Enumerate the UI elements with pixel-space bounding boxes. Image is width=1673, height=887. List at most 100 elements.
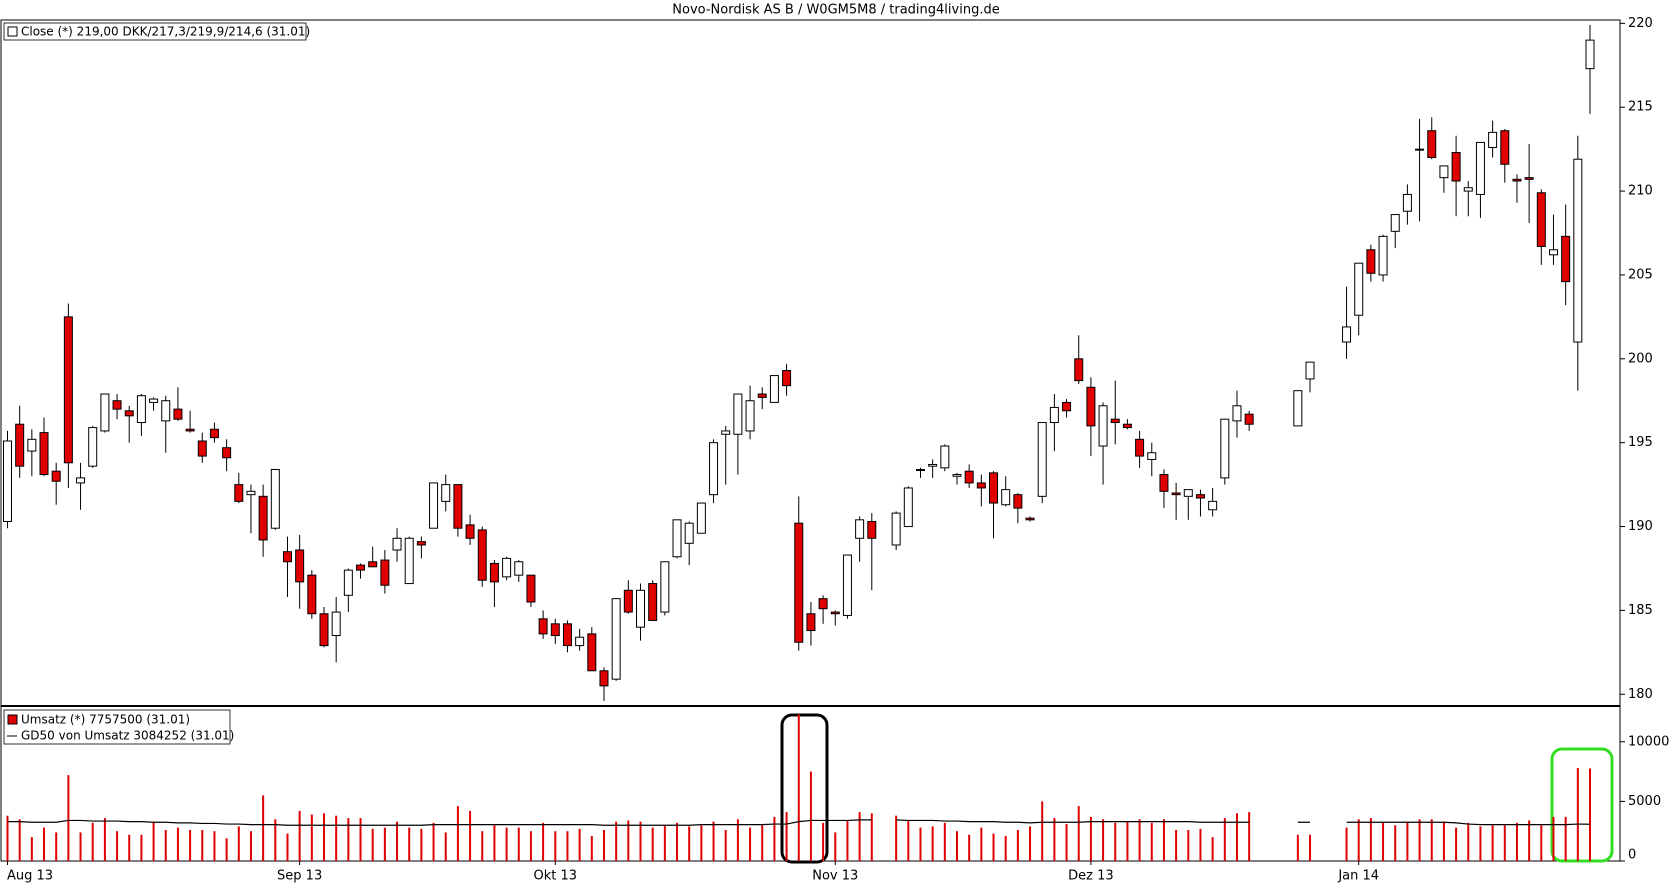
candle-body — [368, 561, 378, 568]
volume-bar — [870, 813, 873, 861]
candle-body — [976, 482, 986, 489]
candle-body — [197, 440, 207, 457]
candle-body — [100, 393, 110, 432]
candle-body — [587, 633, 597, 672]
volume-bar — [249, 831, 252, 861]
candle-body — [331, 611, 341, 637]
candle-body — [989, 472, 999, 504]
volume-bar — [128, 834, 131, 861]
x-tick-label: Aug 13 — [7, 869, 53, 884]
candle-body — [149, 398, 159, 403]
candle-body — [1183, 489, 1193, 497]
volume-bar — [1552, 816, 1555, 861]
volume-bar — [517, 827, 520, 861]
candle-body — [161, 400, 171, 422]
volume-bar — [651, 827, 654, 861]
candle-body — [1378, 235, 1388, 276]
volume-bar — [907, 820, 910, 861]
candle-body — [1366, 249, 1376, 274]
volume-bar — [639, 821, 642, 861]
candle-body — [489, 562, 499, 583]
highlight-box — [1550, 747, 1614, 863]
volume-bar — [992, 833, 995, 861]
volume-bar — [79, 832, 82, 861]
candle-body — [1354, 262, 1364, 316]
candle-body — [343, 569, 353, 596]
candle-body — [270, 469, 280, 529]
candle-body — [952, 474, 962, 477]
volume-bar — [566, 831, 569, 861]
volume-bar — [1248, 812, 1251, 861]
candle-body — [891, 512, 901, 546]
candle-body — [1500, 130, 1510, 165]
volume-bar — [55, 832, 58, 861]
volume-bar — [1576, 768, 1579, 861]
volume-bar — [1406, 821, 1409, 861]
volume-bar — [700, 825, 703, 861]
candle-body — [648, 583, 658, 621]
volume-bar — [663, 825, 666, 861]
volume-bar — [1162, 819, 1165, 861]
candle-body — [1232, 405, 1242, 422]
candle-body — [76, 477, 86, 484]
y-tick-label: 190 — [1628, 519, 1653, 534]
volume-bar — [1175, 830, 1178, 861]
candle-body — [940, 445, 950, 469]
candle-body — [1305, 361, 1315, 380]
volume-bar — [335, 815, 338, 861]
chart-title: Novo-Nordisk AS B / W0GM5M8 / trading4li… — [672, 3, 999, 18]
volume-bar — [1382, 822, 1385, 861]
y-tick-label: 185 — [1628, 603, 1653, 618]
volume-bar — [91, 822, 94, 861]
candle-body — [599, 670, 609, 687]
volume-bar — [493, 825, 496, 861]
volume-bar — [1479, 826, 1482, 861]
candle-body — [124, 410, 134, 417]
candle-body — [915, 469, 925, 472]
volume-bar — [1296, 834, 1299, 861]
candle-body — [15, 423, 25, 467]
candle-body — [1208, 500, 1218, 511]
candle-body — [1098, 405, 1108, 447]
volume-bar — [213, 831, 216, 861]
volume-bar — [724, 830, 727, 861]
volume-bar — [980, 827, 983, 861]
candle-body — [1025, 517, 1035, 521]
volume-bar — [152, 821, 155, 861]
candle-body — [623, 589, 633, 613]
candle-body — [1244, 413, 1254, 425]
volume-bar — [822, 822, 825, 861]
candle-body — [794, 522, 804, 643]
x-tick-label: Sep 13 — [277, 869, 322, 884]
volume-bar — [1126, 821, 1129, 861]
volume-bar — [1589, 768, 1591, 861]
candle-body — [721, 430, 731, 435]
volume-bar — [1455, 827, 1458, 861]
volume-bar — [1077, 806, 1080, 861]
volume-bar — [773, 816, 776, 861]
candle-body — [1122, 423, 1132, 429]
volume-bar — [1528, 820, 1531, 861]
volume-bar — [1102, 819, 1105, 861]
candle-body — [136, 395, 146, 424]
candle-body — [39, 432, 49, 476]
candle-body — [660, 561, 670, 613]
volume-bar — [1564, 816, 1567, 861]
volume-bar — [1004, 835, 1007, 861]
candle-body — [234, 484, 244, 502]
candle-body — [258, 495, 268, 541]
volume-bar — [67, 775, 70, 861]
price-legend-icon — [7, 26, 18, 37]
volume-bar — [262, 795, 265, 861]
volume-bar — [627, 820, 630, 861]
candle-body — [1475, 141, 1485, 195]
candle-body — [27, 438, 37, 452]
candle-body — [818, 598, 828, 610]
volume-bar — [1211, 837, 1214, 861]
candle-body — [1536, 192, 1546, 247]
volume-bar — [347, 818, 350, 861]
candle-body — [696, 502, 706, 534]
volume-bar — [1053, 818, 1056, 861]
candle-body — [1548, 249, 1558, 256]
candle-body — [1439, 165, 1449, 179]
